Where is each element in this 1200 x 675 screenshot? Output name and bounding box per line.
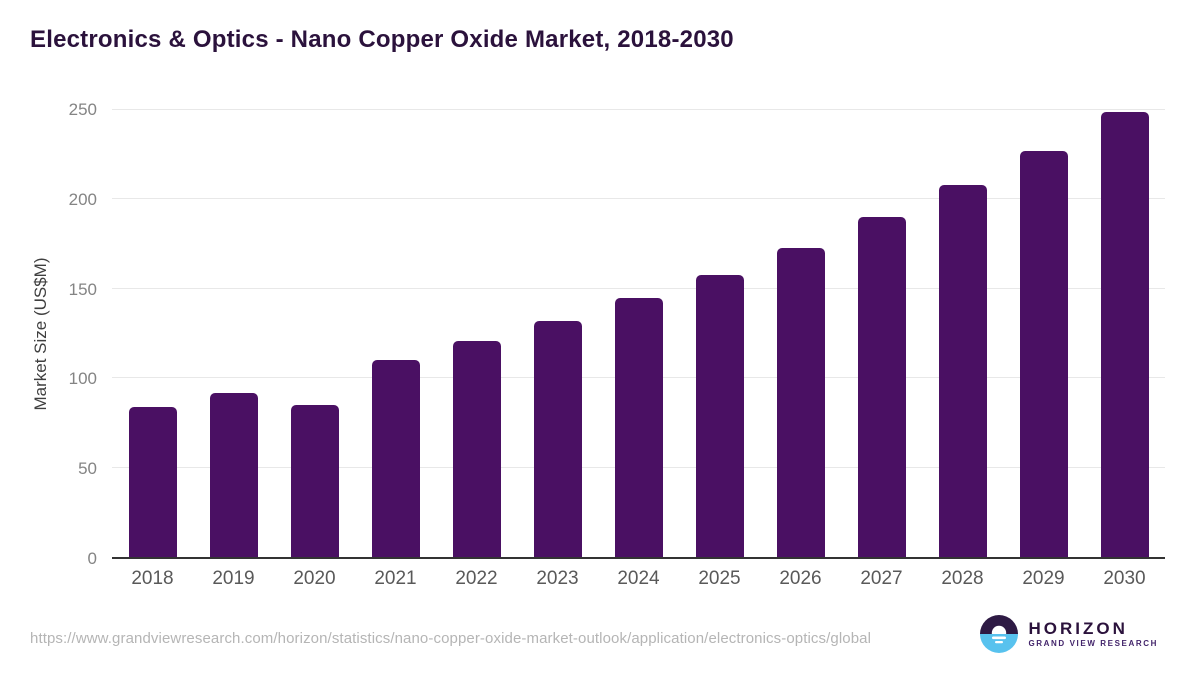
logo-brand: HORIZON [1028,618,1128,638]
horizon-logo-icon [980,615,1019,653]
plot-area [112,109,1165,559]
bar-2027 [857,217,906,557]
gridline-200 [112,198,1165,200]
x-label-2023: 2023 [536,568,579,589]
x-label-2021: 2021 [374,568,417,589]
source-url: https://www.grandviewresearch.com/horizo… [30,630,872,647]
x-label-2026: 2026 [779,568,822,589]
x-label-2022: 2022 [455,568,498,589]
gridline-250 [112,109,1165,110]
y-tick-label-150: 150 [68,279,97,299]
x-label-2027: 2027 [860,568,903,589]
y-axis-tick-labels: 0 50 100 150 200 250 [0,100,97,568]
y-tick-label-250: 250 [68,100,97,119]
x-axis-labels: 2018 2019 2020 2021 2022 2023 2024 2025 2026 2027… [112,568,1165,590]
x-label-2020: 2020 [293,568,336,589]
bar-2030 [1100,111,1149,557]
x-label-2025: 2025 [698,568,741,589]
horizon-logo-text: HORIZON GRAND VIEW RESEARCH [1028,618,1158,649]
bar-2028 [938,185,987,557]
bar-2025 [695,274,744,557]
y-tick-label-0: 0 [87,549,97,568]
x-label-2024: 2024 [617,568,660,589]
bar-2029 [1019,151,1068,557]
bar-2021 [371,360,420,557]
bar-2019 [209,392,258,557]
y-tick-label-50: 50 [78,459,97,479]
horizon-logo: HORIZON GRAND VIEW RESEARCH [980,615,1158,653]
bar-2024 [614,297,663,557]
y-tick-label-200: 200 [68,189,97,209]
bar-2018 [128,406,177,557]
y-tick-label-100: 100 [68,369,97,389]
bar-2023 [533,320,582,557]
bar-2026 [776,247,825,557]
x-label-2018: 2018 [131,568,174,589]
bars-container [112,110,1165,557]
chart-title: Electronics & Optics - Nano Copper Oxide… [30,26,734,53]
logo-tagline: GRAND VIEW RESEARCH [1028,639,1158,649]
x-label-2029: 2029 [1022,568,1065,589]
x-label-2030: 2030 [1103,568,1146,589]
gridline-150 [112,287,1165,289]
bar-2022 [452,340,501,557]
x-label-2028: 2028 [941,568,984,589]
x-label-2019: 2019 [212,568,255,589]
bar-2020 [290,405,339,557]
